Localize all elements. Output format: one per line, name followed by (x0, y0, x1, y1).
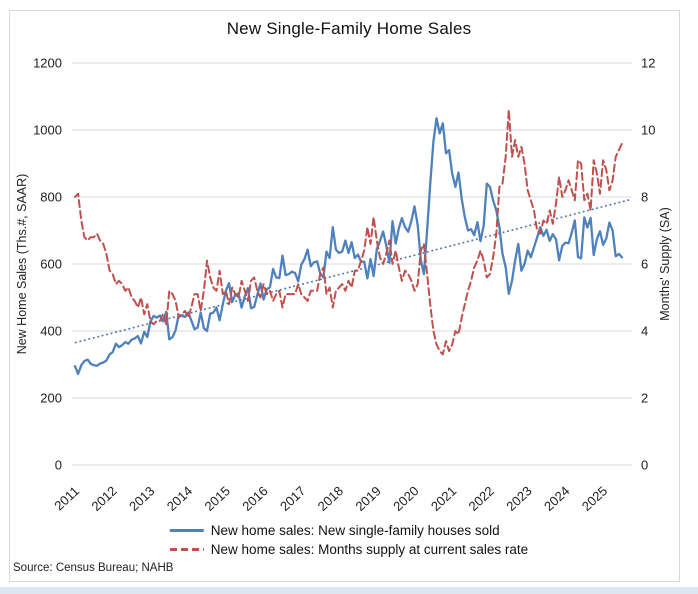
left-axis-tick-label: 200 (40, 391, 62, 406)
x-axis-tick-label: 2014 (164, 483, 195, 514)
source-note: Source: Census Bureau; NAHB (13, 562, 174, 574)
right-axis-tick-label: 2 (641, 391, 648, 406)
right-axis-tick-label: 0 (641, 458, 648, 473)
legend-label: New home sales: New single-family houses… (210, 522, 500, 538)
right-axis-tick-label: 4 (641, 324, 648, 339)
legend-item-home-sales: New home sales: New single-family houses… (169, 521, 528, 539)
left-axis-tick-label: 1000 (33, 123, 62, 138)
x-axis-tick-label: 2025 (579, 483, 610, 514)
legend-item-months-supply: New home sales: Months supply at current… (169, 540, 529, 558)
x-axis-tick-label: 2022 (466, 483, 497, 514)
left-axis-tick-label: 1200 (33, 56, 62, 71)
chart-title: New Single-Family Home Sales (226, 19, 472, 38)
x-axis-tick-label: 2024 (541, 483, 572, 514)
x-axis-tick-label: 2021 (428, 483, 459, 514)
x-axis-tick-label: 2011 (51, 483, 82, 513)
left-axis-tick-label: 800 (40, 190, 62, 205)
x-axis-tick-label: 2020 (390, 483, 421, 514)
right-axis-tick-label: 6 (641, 257, 648, 272)
trend-line (74, 198, 631, 344)
x-axis-tick-label: 2019 (352, 483, 383, 514)
left-axis-tick-label: 600 (40, 257, 62, 272)
right-axis-tick-label: 10 (641, 123, 655, 138)
x-axis-tick-label: 2016 (239, 483, 270, 514)
bottom-strip (0, 587, 698, 594)
x-axis-tick-label: 2023 (503, 483, 534, 514)
months-supply-line (74, 108, 623, 356)
chart-legend: New home sales: New single-family houses… (169, 521, 529, 558)
right-axis-tick-label: 8 (641, 190, 648, 205)
home-sales-line (73, 117, 624, 376)
right-axis-tick-label: 12 (641, 56, 655, 71)
x-axis-tick-label: 2013 (126, 483, 157, 514)
left-axis-tick-label: 0 (55, 458, 62, 473)
x-axis-tick-label: 2018 (315, 483, 346, 514)
x-axis-tick-label: 2012 (88, 483, 119, 514)
x-axis-tick-label: 2015 (202, 483, 233, 514)
dashed-line-swatch (169, 547, 204, 551)
x-axis-tick-label: 2017 (277, 483, 308, 514)
chart-frame (9, 10, 680, 582)
left-axis-tick-label: 400 (40, 324, 62, 339)
legend-label: New home sales: Months supply at current… (210, 541, 529, 557)
solid-line-swatch (169, 528, 204, 532)
